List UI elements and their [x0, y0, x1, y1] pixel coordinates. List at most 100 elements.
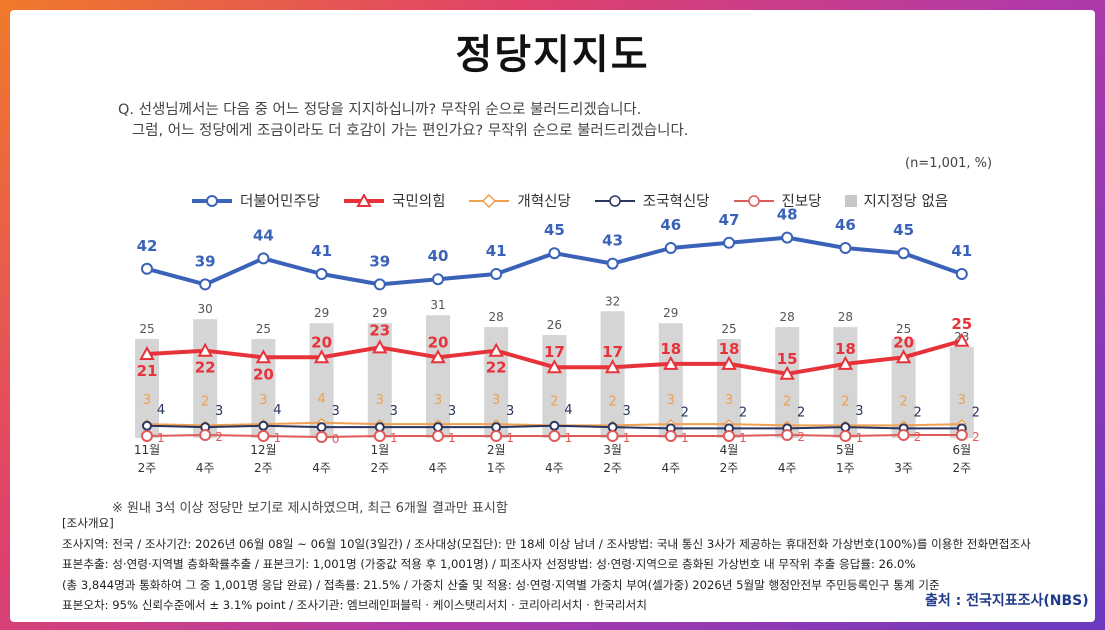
survey-line: (총 3,844명과 통화하여 그 중 1,001명 응답 완료) / 접촉률:… [62, 577, 940, 592]
x-tick-week: 4주 [196, 461, 215, 475]
x-tick-month: 3월 [603, 443, 622, 457]
rebuild-data-label: 2 [681, 405, 689, 420]
rebuild-point [433, 422, 443, 433]
legend-label: 조국혁신당 [642, 194, 710, 210]
progressive-point [432, 430, 444, 442]
rebuild-data-label: 4 [564, 403, 572, 418]
rebuild-data-label: 3 [622, 404, 630, 419]
chart-card [10, 10, 1095, 622]
ppp-data-label: 20 [893, 333, 914, 351]
democratic-data-label: 41 [951, 242, 972, 260]
ppp-data-label: 17 [544, 343, 565, 361]
bar-label-none: 28 [838, 310, 853, 324]
progressive-point [781, 429, 794, 441]
x-tick-week: 2주 [720, 461, 739, 475]
ppp-point [372, 339, 388, 354]
democratic-point [432, 273, 444, 286]
rebuild-data-label: 2 [739, 405, 747, 420]
democratic-point [606, 257, 619, 270]
progressive-point [257, 430, 270, 442]
progressive-data-label: 2 [972, 430, 980, 444]
progressive-data-label: 1 [506, 431, 514, 445]
democratic-line [146, 235, 963, 287]
chart-plot: 2530252929312826322925282825234239444139… [134, 206, 980, 475]
rebuild-point [374, 422, 385, 433]
ppp-data-label: 20 [253, 365, 274, 383]
democratic-data-label: 43 [602, 232, 623, 250]
progressive-point [955, 429, 968, 441]
chart-legend: 더불어민주당 국민의힘 개혁신당 조국혁신당 진보당 지지정당 없음 [190, 190, 948, 211]
rebuild-point [607, 422, 618, 433]
progressive-data-label: 1 [274, 431, 282, 445]
footnote: ※ 원내 3석 이상 정당만 보기로 제시하였으며, 최근 6개월 결과만 표시… [112, 501, 508, 516]
legend-marker-progressive [733, 194, 774, 207]
rebuild-data-label: 3 [448, 404, 456, 419]
democratic-point [199, 278, 212, 291]
progressive-data-label: 1 [681, 431, 689, 445]
democratic-data-label: 45 [893, 221, 914, 239]
page-title: 정당지지도 [455, 32, 650, 78]
x-tick-month: 4월 [720, 443, 739, 457]
ppp-data-label: 18 [660, 340, 681, 358]
bar-none [193, 319, 218, 438]
ppp-point [546, 359, 563, 374]
democratic-data-label: 39 [195, 252, 216, 270]
democratic-data-label: 46 [835, 216, 856, 234]
legend-marker-reform [469, 193, 510, 208]
bar-label-none: 29 [372, 306, 387, 320]
democratic-data-label: 47 [719, 211, 740, 229]
democratic-point [781, 231, 794, 244]
x-tick-week: 2주 [138, 461, 157, 475]
democratic-point [257, 252, 270, 265]
reform-data-label: 2 [608, 394, 616, 409]
survey-line: 표본오차: 95% 신뢰수준에서 ± 3.1% point / 조사기관: 엠브… [62, 598, 647, 612]
rebuild-point [840, 422, 851, 433]
legend-marker-democratic [192, 194, 232, 207]
bar-label-none: 30 [198, 302, 213, 316]
bar-label-none: 29 [663, 306, 678, 320]
legend-item-rebuild: 조국혁신당 [593, 190, 710, 211]
democratic-data-label: 46 [660, 216, 681, 234]
legend-label: 지지정당 없음 [863, 194, 949, 210]
progressive-point [548, 430, 561, 442]
progressive-data-label: 2 [914, 430, 922, 444]
ppp-point [313, 349, 330, 364]
legend-item-progressive: 진보당 [732, 190, 822, 211]
progressive-data-label: 1 [565, 431, 573, 445]
reform-data-label: 3 [958, 393, 966, 408]
reform-data-label: 3 [725, 393, 733, 408]
ppp-point [779, 365, 795, 380]
democratic-data-label: 40 [428, 247, 449, 265]
x-tick-week: 2주 [952, 461, 971, 475]
x-tick-month: 2월 [487, 443, 506, 457]
reform-data-label: 2 [841, 394, 849, 409]
x-tick-week: 4주 [545, 461, 564, 475]
democratic-point [141, 262, 153, 275]
progressive-data-label: 2 [215, 430, 223, 444]
x-tick-week: 4주 [661, 461, 680, 475]
ppp-data-label: 22 [486, 359, 507, 377]
rebuild-data-label: 4 [157, 403, 165, 418]
ppp-point [430, 349, 446, 364]
rebuild-data-label: 4 [273, 403, 281, 418]
bar-label-none: 28 [489, 310, 504, 324]
bar-label-none: 31 [430, 298, 445, 312]
ppp-point [721, 355, 737, 370]
ppp-point [488, 342, 504, 357]
reform-data-label: 3 [376, 393, 384, 408]
democratic-point [723, 236, 735, 249]
bar-label-none: 32 [605, 294, 620, 308]
democratic-point [839, 242, 852, 254]
progressive-point [315, 431, 328, 443]
democratic-data-label: 39 [369, 252, 390, 270]
x-tick-month: 12월 [250, 443, 276, 457]
ppp-data-label: 18 [835, 340, 856, 358]
bar-label-none: 28 [780, 310, 795, 324]
x-tick-week: 2주 [254, 461, 273, 475]
democratic-data-label: 41 [311, 242, 332, 260]
progressive-data-label: 1 [390, 431, 398, 445]
ppp-data-label: 18 [719, 340, 740, 358]
rebuild-point [491, 422, 502, 433]
democratic-data-label: 44 [253, 226, 274, 244]
legend-item-reform: 개혁신당 [467, 190, 571, 211]
